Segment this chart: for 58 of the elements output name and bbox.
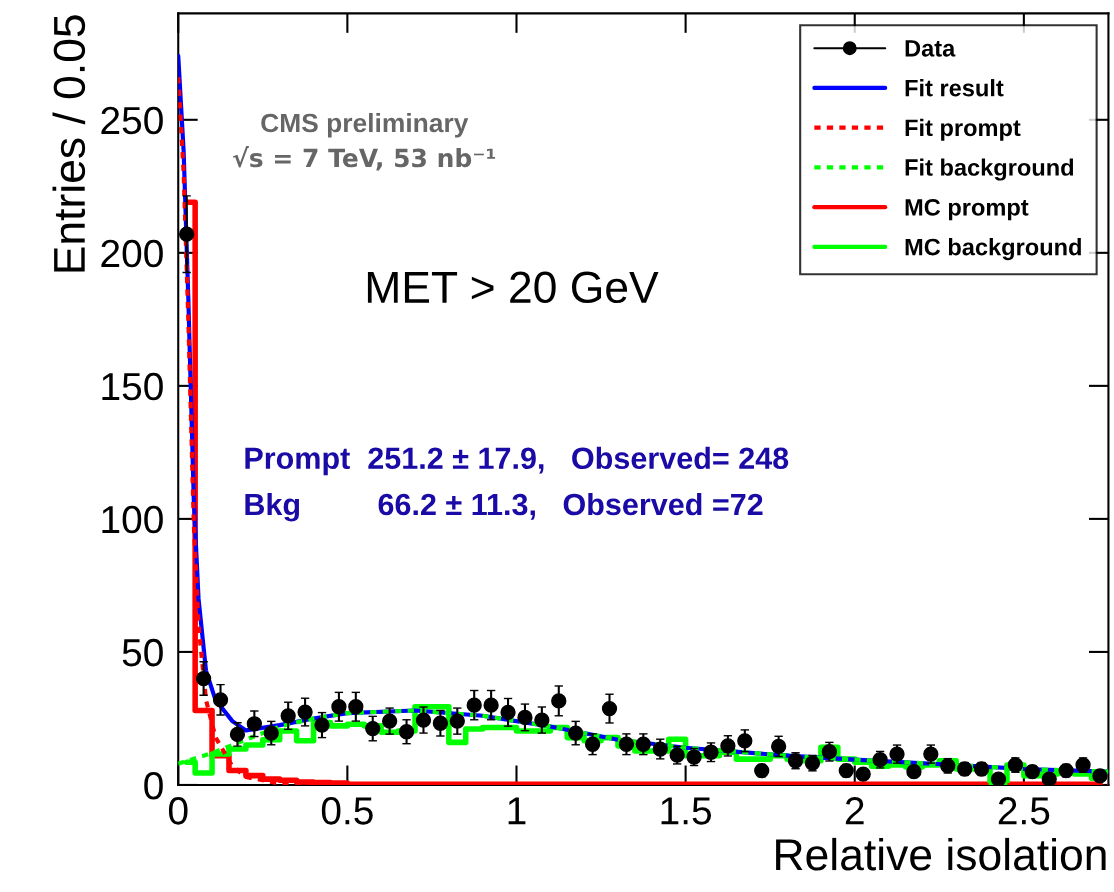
point <box>348 699 364 715</box>
point <box>517 709 533 726</box>
point <box>601 700 618 717</box>
legend-label: Fit prompt <box>905 118 1021 141</box>
x-tick-label: 0 <box>168 797 188 825</box>
annotation: MET > 20 GeV <box>367 271 659 304</box>
x-axis-title: Relative isolation <box>776 837 1106 871</box>
x-tick-label: 1.5 <box>661 797 712 825</box>
point <box>855 766 871 782</box>
legend-label: MC prompt <box>905 198 1029 221</box>
point <box>584 736 601 752</box>
point <box>229 726 246 743</box>
y-tick-label: 150 <box>102 372 163 401</box>
legend-label: MC background <box>905 238 1081 261</box>
annotation: Bkg 66.2 ± 11.3, Observed =72 <box>245 492 763 522</box>
point <box>195 670 212 687</box>
point <box>483 697 499 713</box>
legend-label: Data <box>905 40 956 57</box>
point <box>990 771 1007 785</box>
annotation: CMS preliminary <box>261 112 469 138</box>
point <box>635 736 651 752</box>
legend-label: Fit result <box>905 79 1004 97</box>
point <box>382 713 398 729</box>
legend-label: Fit background <box>905 158 1074 181</box>
point <box>737 733 753 749</box>
point <box>179 226 195 242</box>
x-tick-label: 1 <box>508 797 526 825</box>
point <box>1041 771 1057 785</box>
point <box>297 704 313 720</box>
point <box>534 712 550 728</box>
point <box>212 692 229 708</box>
point <box>246 716 262 732</box>
point <box>432 715 449 731</box>
x-tick-label: 2 <box>845 797 864 825</box>
point <box>449 713 465 729</box>
point <box>365 720 381 737</box>
point <box>331 699 347 715</box>
y-tick-label: 50 <box>122 638 163 667</box>
y-tick-label: 100 <box>102 505 163 534</box>
x-tick-label: 0.5 <box>321 797 373 825</box>
point <box>314 717 330 733</box>
annotation: √s = 7 TeV, 53 nb⁻¹ <box>233 146 496 171</box>
point <box>720 738 736 754</box>
y-tick-label: 200 <box>101 239 163 268</box>
point <box>466 697 482 713</box>
point <box>263 725 279 741</box>
point <box>280 708 296 724</box>
y-axis-title: Entries / 0.05 <box>52 15 86 272</box>
point <box>551 693 567 709</box>
point <box>500 704 516 720</box>
x-tick-label: 2.5 <box>998 797 1050 825</box>
point <box>568 725 584 741</box>
point <box>415 712 432 728</box>
y-tick-label: 250 <box>101 106 163 135</box>
annotation: Prompt 251.2 ± 17.9, Observed= 248 <box>245 446 789 476</box>
y-tick-label: 0 <box>144 771 163 800</box>
point <box>398 724 415 740</box>
point <box>618 736 635 752</box>
